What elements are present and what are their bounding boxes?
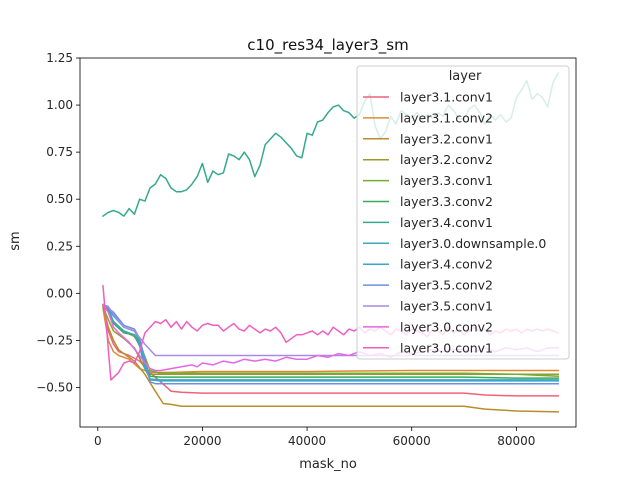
legend-label-layer3-2-conv1: layer3.2.conv1 <box>400 131 493 146</box>
series-line-layer3-1-conv1 <box>102 303 559 397</box>
x-tick-label: 60000 <box>393 434 431 448</box>
legend-label-layer3-3-conv1: layer3.3.conv1 <box>400 173 493 188</box>
legend-label-layer3-4-conv1: layer3.4.conv1 <box>400 215 493 230</box>
y-tick-label: 1.00 <box>46 98 73 112</box>
y-tick-label: −0.50 <box>36 380 73 394</box>
legend-label-layer3-5-conv1: layer3.5.conv1 <box>400 299 493 314</box>
series-line-layer3-2-conv1 <box>102 305 559 413</box>
axes-layer: 0 20000 40000 60000 80000 −0.50 −0.25 0.00 0.25 0… <box>36 51 577 448</box>
legend-label-layer3-1-conv2: layer3.1.conv2 <box>400 110 493 125</box>
x-tick-label: 0 <box>94 434 102 448</box>
x-tick-label: 80000 <box>497 434 535 448</box>
y-tick-label: 1.25 <box>46 51 73 65</box>
legend-label-layer3-4-conv2: layer3.4.conv2 <box>400 257 493 272</box>
x-tick-label: 40000 <box>288 434 326 448</box>
legend-label-layer3-5-conv2: layer3.5.conv2 <box>400 278 493 293</box>
series-line-layer3-1-conv2 <box>102 307 559 374</box>
y-tick-label: −0.25 <box>36 333 73 347</box>
legend: layer layer3.1.conv1 layer3.1.conv2 layer3.… <box>356 65 570 360</box>
legend-label-layer3-0-conv2: layer3.0.conv2 <box>400 319 493 334</box>
chart-title: c10_res34_layer3_sm <box>247 36 408 55</box>
y-axis-label: sm <box>8 231 23 250</box>
legend-label-layer3-0-downsample-0: layer3.0.downsample.0 <box>400 236 546 251</box>
y-tick-label: 0.50 <box>46 192 73 206</box>
x-tick-label: 20000 <box>183 434 221 448</box>
series-line-layer3-0-downsample-0 <box>101 303 559 381</box>
axes-frame <box>79 57 577 428</box>
y-tick-label: 0.00 <box>46 286 73 300</box>
legend-label-layer3-2-conv2: layer3.2.conv2 <box>400 152 493 167</box>
legend-label-layer3-1-conv1: layer3.1.conv1 <box>400 90 493 105</box>
legend-box <box>356 65 570 360</box>
legend-title: layer <box>449 69 482 84</box>
y-tick-label: 0.25 <box>46 239 73 253</box>
legend-label-layer3-0-conv1: layer3.0.conv1 <box>400 340 493 355</box>
x-axis-label: mask_no <box>299 457 357 472</box>
y-tick-label: 0.75 <box>46 145 73 159</box>
legend-label-layer3-3-conv2: layer3.3.conv2 <box>400 194 493 209</box>
